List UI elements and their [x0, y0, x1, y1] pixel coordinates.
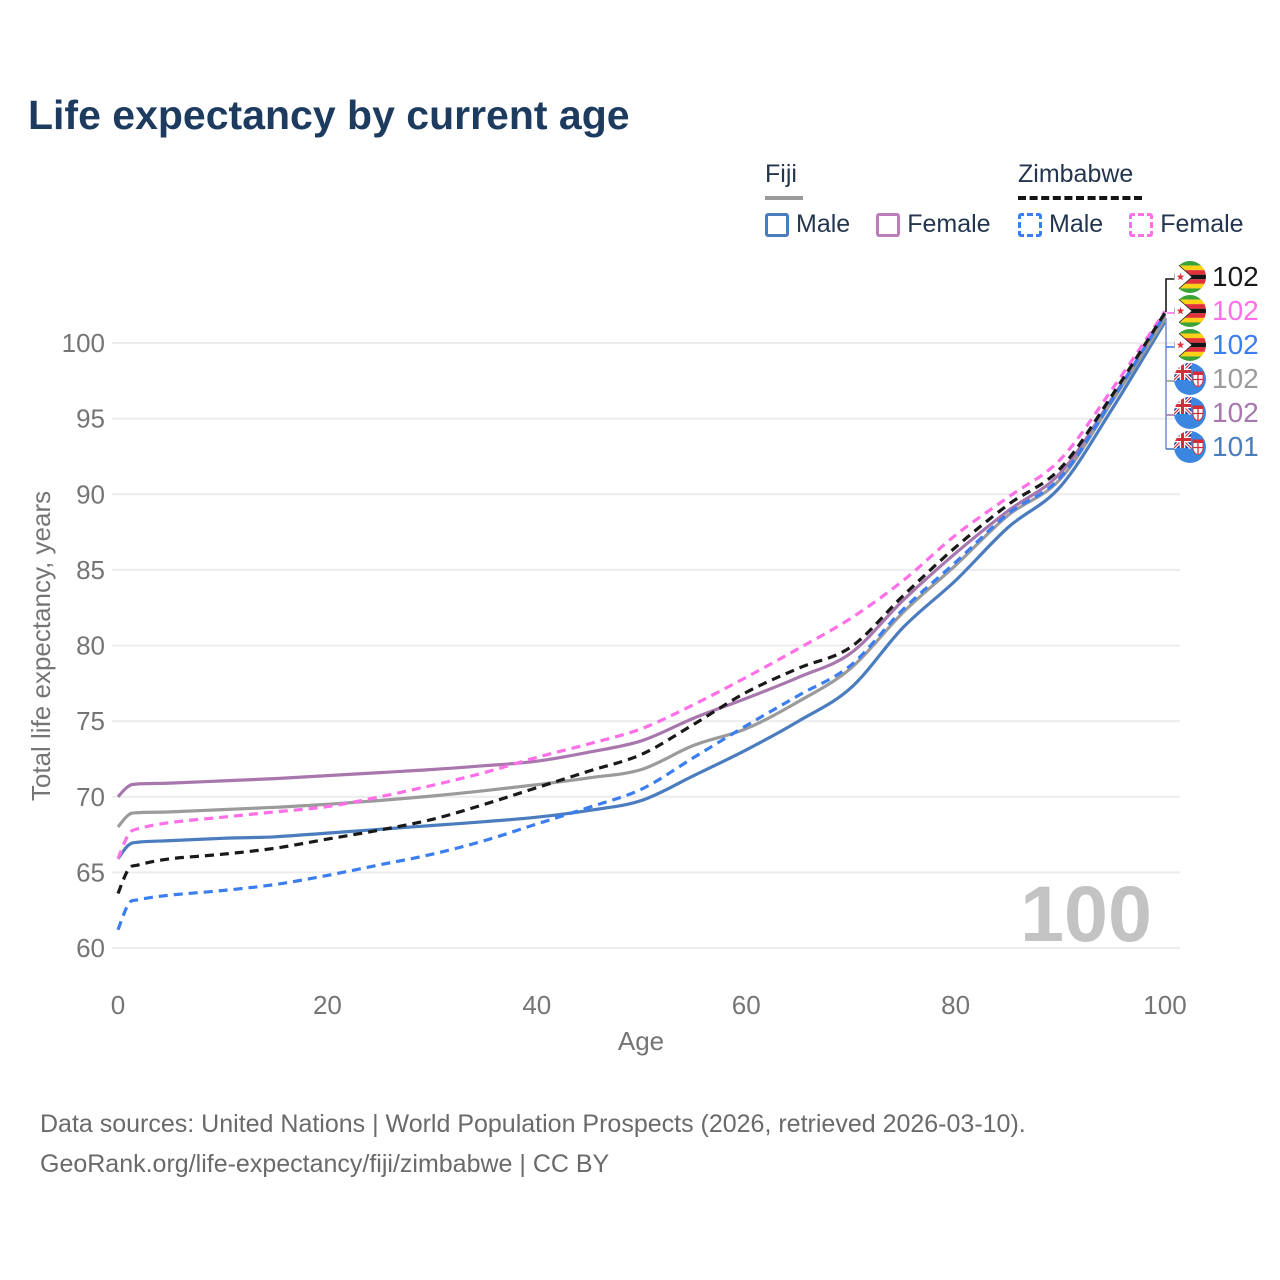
fiji-solid-line-swatch: [765, 196, 803, 200]
y-tick-label: 65: [76, 857, 105, 887]
series-line-fiji-male: [116, 320, 1167, 860]
legend-item-zimbabwe-male[interactable]: Male: [1018, 210, 1103, 239]
page-title: Life expectancy by current age: [28, 92, 630, 138]
gridlines: [112, 342, 1180, 949]
y-tick-label: 100: [62, 328, 105, 358]
zimbabwe-flag-icon: [1174, 295, 1206, 327]
legend-group-zimbabwe: Zimbabwe Male Female: [1018, 160, 1244, 239]
end-value-label: 102: [1212, 329, 1259, 360]
end-label-row: 102: [1174, 397, 1259, 429]
y-tick-label: 70: [76, 782, 105, 812]
x-tick-label: 20: [313, 990, 342, 1020]
end-value-label: 102: [1212, 397, 1259, 428]
legend-item-label: Male: [1049, 210, 1104, 238]
y-tick-label: 85: [76, 555, 105, 585]
y-tick-label: 90: [76, 479, 105, 509]
legend-item-zimbabwe-female[interactable]: Female: [1129, 210, 1244, 239]
footer-attribution: GeoRank.org/life-expectancy/fiji/zimbabw…: [40, 1150, 610, 1178]
end-label-row: 102: [1174, 329, 1259, 361]
footer: Data sources: United Nations | World Pop…: [40, 1104, 1026, 1184]
y-axis-title: Total life expectancy, years: [26, 491, 56, 801]
x-tick-label: 60: [732, 990, 761, 1020]
legend-group-fiji: Fiji Male Female: [765, 160, 991, 239]
x-axis-title: Age: [618, 1026, 664, 1056]
end-label-row: 102: [1174, 295, 1259, 327]
x-tick-label: 80: [941, 990, 970, 1020]
end-value-label: 102: [1212, 295, 1259, 326]
legend: Fiji Male Female Zimbabwe Male: [765, 160, 1255, 240]
end-value-label: 102: [1212, 261, 1259, 292]
fiji-flag-icon: [1174, 363, 1206, 395]
axis-labels: 60 65 70 75 80 85 90 95 100 0 20 40 60 80 100: [62, 328, 1187, 1020]
footer-data-sources: Data sources: United Nations | World Pop…: [40, 1110, 1026, 1138]
legend-item-label: Female: [1160, 210, 1244, 238]
x-tick-label: 0: [111, 990, 125, 1020]
y-tick-label: 75: [76, 706, 105, 736]
series-lines: [116, 310, 1167, 931]
legend-item-label: Female: [907, 210, 991, 238]
zimbabwe-female-checkbox-icon[interactable]: [1129, 212, 1154, 237]
fiji-male-checkbox-icon[interactable]: [765, 212, 789, 237]
legend-item-label: Male: [796, 210, 851, 238]
zimbabwe-flag-icon: [1174, 329, 1206, 361]
fiji-flag-icon: [1174, 397, 1206, 429]
end-label-row: 101: [1174, 431, 1259, 463]
end-label-row: 102: [1174, 261, 1259, 293]
series-line-fiji-both: [116, 317, 1167, 829]
legend-item-fiji-female[interactable]: Female: [876, 210, 991, 239]
y-tick-label: 80: [76, 631, 105, 661]
connector-line: [1165, 278, 1176, 312]
legend-title-fiji: Fiji: [765, 160, 797, 188]
end-value-label: 101: [1212, 431, 1259, 462]
x-tick-label: 40: [522, 990, 551, 1020]
zimbabwe-flag-icon: [1174, 261, 1206, 293]
zimbabwe-male-checkbox-icon[interactable]: [1018, 212, 1042, 237]
fiji-female-checkbox-icon[interactable]: [876, 212, 901, 237]
age-frame-watermark: 100: [1020, 869, 1152, 958]
end-label-connectors: [1165, 278, 1176, 450]
y-tick-label: 95: [76, 404, 105, 434]
series-line-fiji-female: [116, 314, 1167, 798]
series-line-zim-female: [116, 310, 1167, 860]
legend-item-fiji-male[interactable]: Male: [765, 210, 850, 239]
end-label-row: 102: [1174, 363, 1259, 395]
zimbabwe-dashed-line-swatch: [1018, 196, 1142, 200]
end-value-label: 102: [1212, 363, 1259, 394]
x-tick-label: 100: [1143, 990, 1186, 1020]
legend-title-zimbabwe: Zimbabwe: [1018, 160, 1134, 188]
y-tick-label: 60: [76, 933, 105, 963]
fiji-flag-icon: [1174, 431, 1206, 463]
